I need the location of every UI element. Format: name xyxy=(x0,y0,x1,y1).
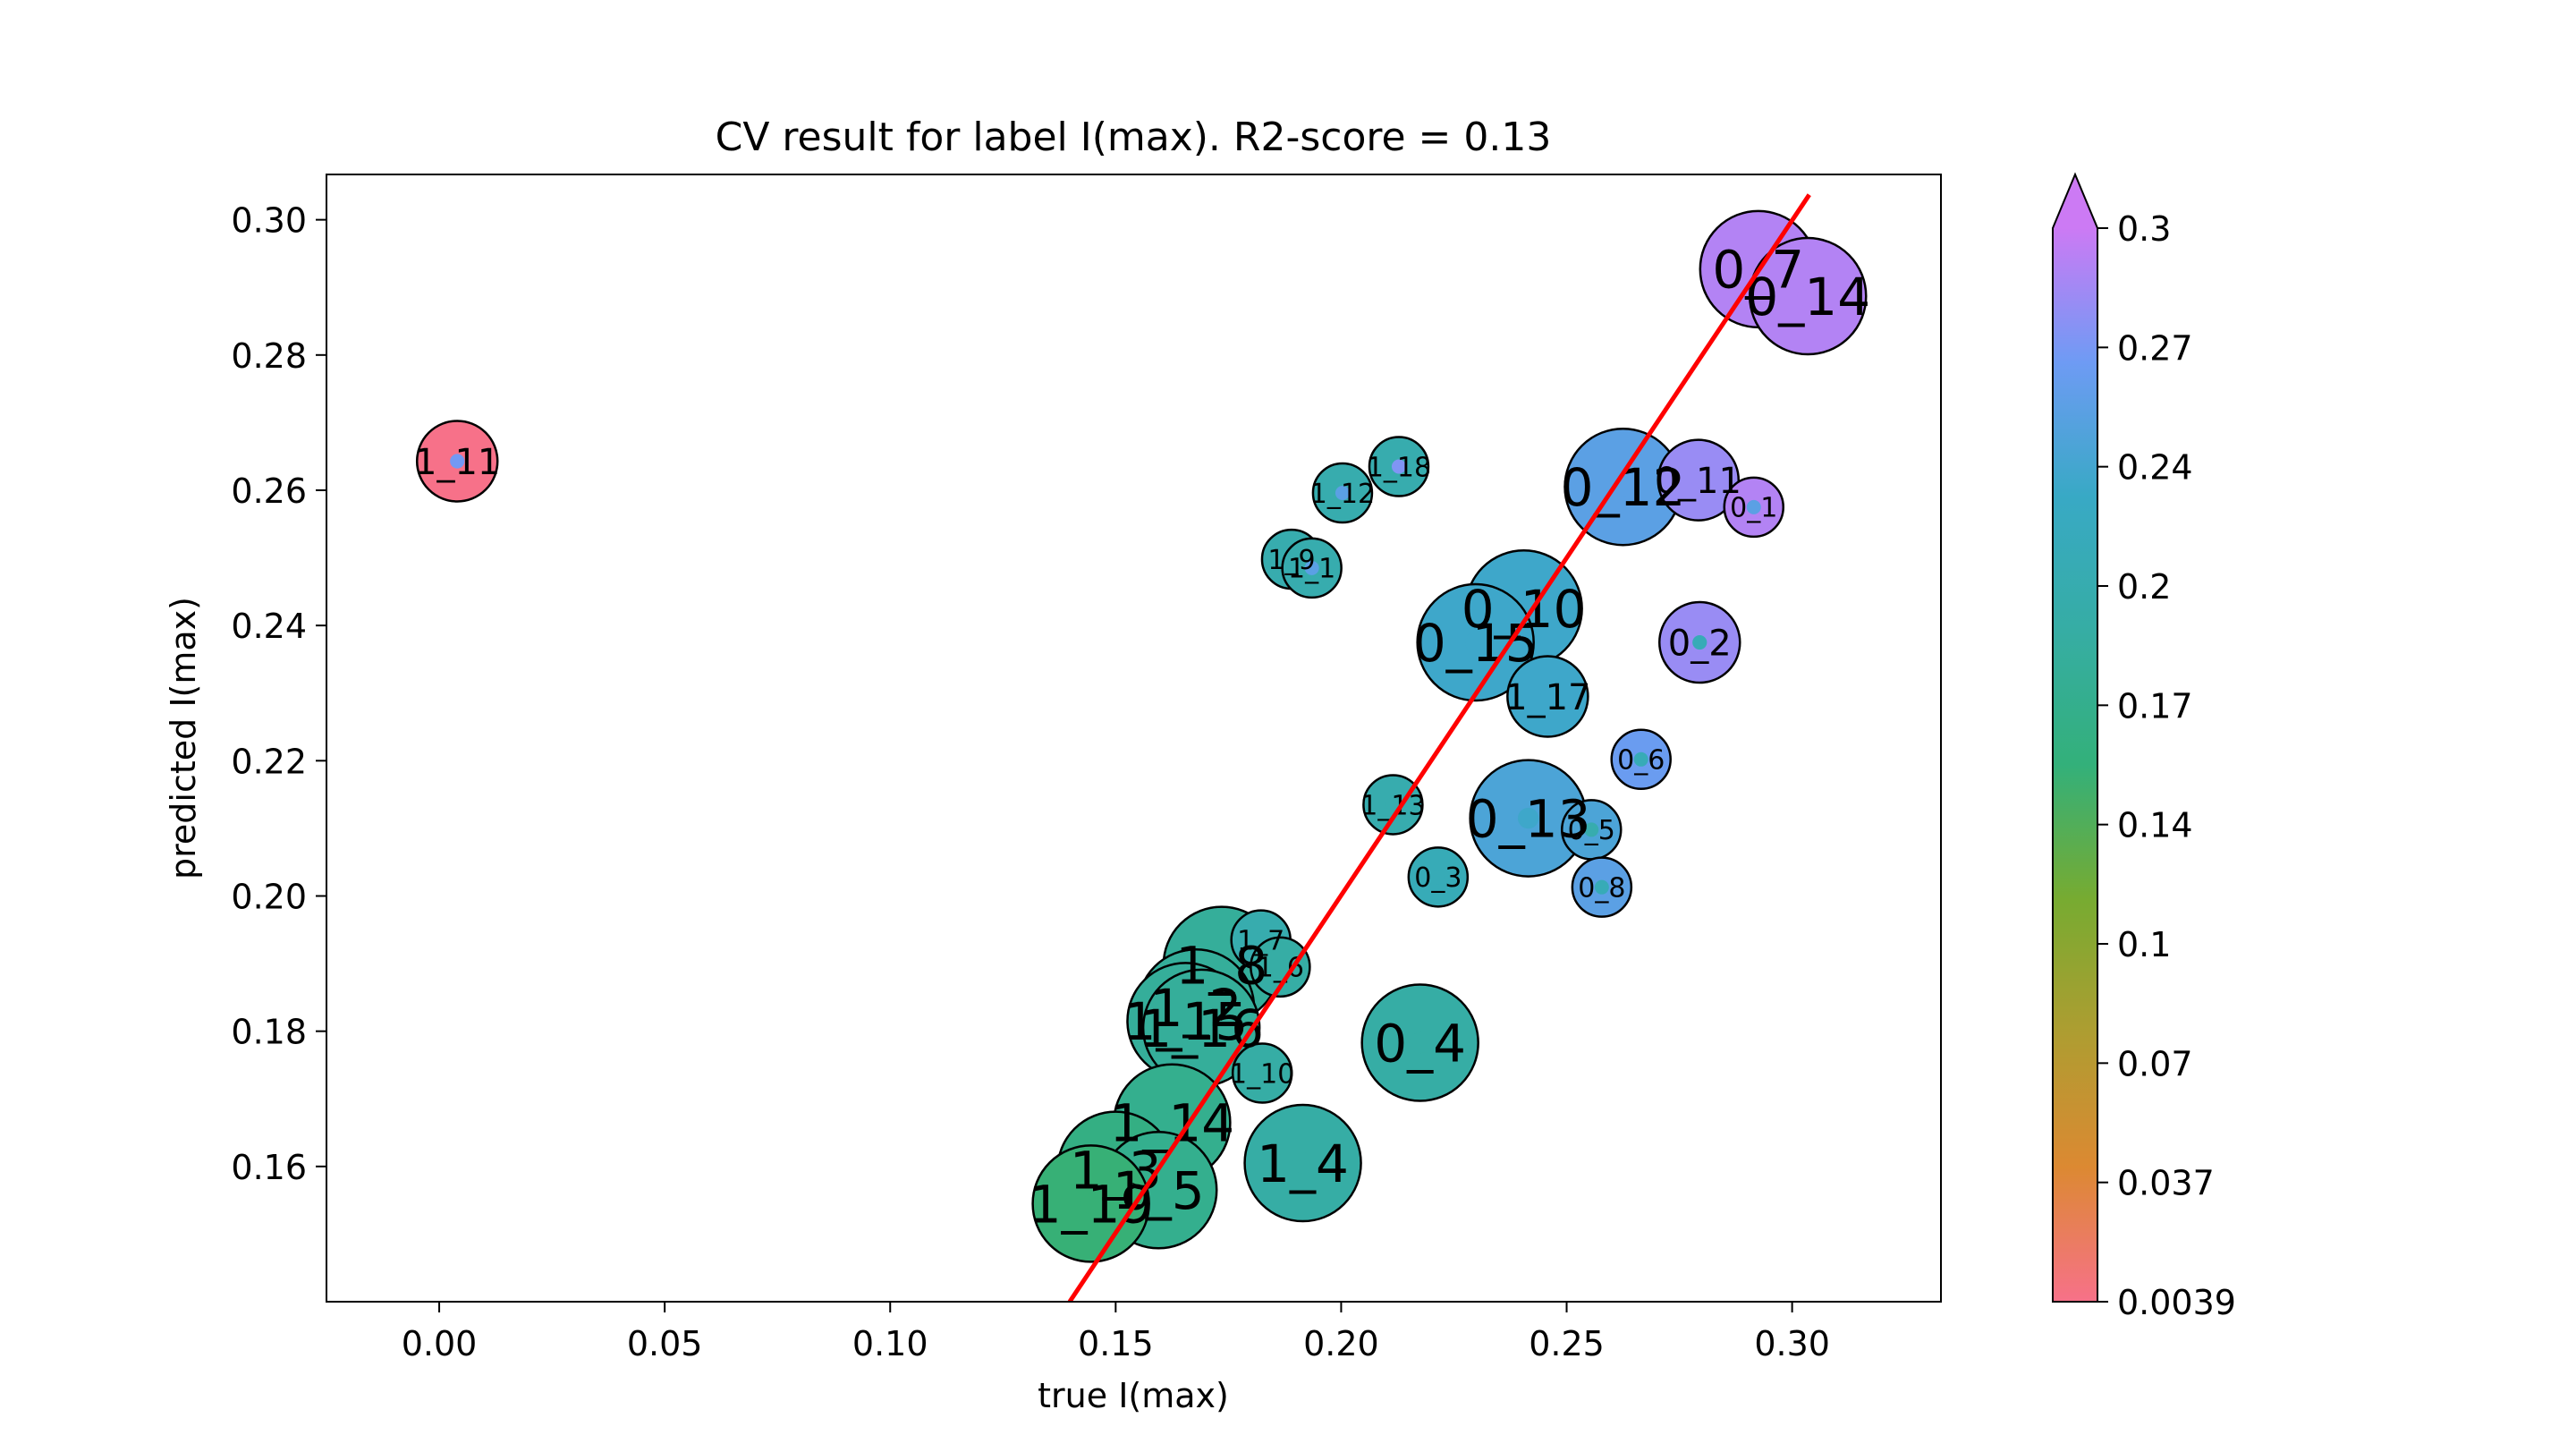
data-point-inner xyxy=(1633,751,1648,767)
data-point-inner xyxy=(1161,1112,1183,1134)
data-point-inner xyxy=(1292,1152,1314,1174)
data-point-label: 1_16 xyxy=(1139,998,1264,1059)
data-point-label: 0_3 xyxy=(1414,862,1462,894)
data-point-label: 1_18 xyxy=(1367,452,1431,483)
colorbar-tick-label: 0.3 xyxy=(2117,209,2171,249)
data-point-inner xyxy=(1690,472,1706,488)
x-tick-label: 0.30 xyxy=(1754,1324,1830,1363)
y-tick-label: 0.30 xyxy=(231,201,307,241)
data-point-label: 0_8 xyxy=(1578,872,1625,904)
data-point-inner xyxy=(1080,1193,1102,1215)
x-tick-label: 0.10 xyxy=(852,1324,928,1363)
plot-frame xyxy=(326,174,1942,1303)
data-point-label: 1_14 xyxy=(1109,1093,1234,1154)
data-point-inner xyxy=(1430,870,1445,885)
data-point-inner xyxy=(1409,1032,1431,1054)
colorbar-tick-label: 0.037 xyxy=(2117,1164,2215,1203)
y-axis-label: predicted I(max) xyxy=(164,597,203,879)
data-point-label: 0_2 xyxy=(1668,623,1732,664)
data-point-inner xyxy=(1464,632,1487,653)
data-point-inner xyxy=(1385,797,1401,812)
colorbar-extend-arrow xyxy=(2053,174,2097,228)
colorbar-frame xyxy=(2052,172,2098,1303)
data-point-label: 0_14 xyxy=(1745,267,1870,327)
y-tick-label: 0.20 xyxy=(231,877,307,916)
x-tick-label: 0.25 xyxy=(1529,1324,1605,1363)
data-point-label: 0_12 xyxy=(1561,457,1686,518)
y-tick-label: 0.24 xyxy=(231,607,307,646)
data-point-inner xyxy=(1335,486,1350,501)
data-point-label: 0_5 xyxy=(1568,815,1615,846)
data-point-inner xyxy=(1391,459,1406,474)
data-point-inner xyxy=(1797,285,1818,307)
x-tick-label: 0.05 xyxy=(627,1324,703,1363)
data-point-label: 1_12 xyxy=(1310,479,1375,510)
chart-title: CV result for label I(max). R2-score = 0… xyxy=(716,115,1552,160)
y-tick-label: 0.22 xyxy=(231,742,307,781)
data-point-inner xyxy=(1191,1017,1212,1039)
data-point-inner xyxy=(1692,634,1707,650)
colorbar-tick-label: 0.2 xyxy=(2117,567,2171,607)
data-point-inner xyxy=(1540,689,1555,704)
colorbar-tick-label: 0.17 xyxy=(2117,686,2193,726)
x-tick-label: 0.15 xyxy=(1078,1324,1154,1363)
colorbar-tick-label: 0.24 xyxy=(2117,448,2193,488)
data-point-label: 0_1 xyxy=(1730,493,1777,524)
data-point-inner xyxy=(1594,879,1609,895)
data-point-inner xyxy=(1273,959,1288,974)
data-point-label: 1_17 xyxy=(1504,677,1590,718)
data-point-label: 0_4 xyxy=(1374,1013,1466,1074)
data-point-inner xyxy=(1255,1066,1270,1081)
data-point-inner xyxy=(1148,1179,1169,1201)
colorbar-gradient xyxy=(2053,228,2097,1302)
data-point-label: 1_9 xyxy=(1267,545,1315,576)
plot-area: 1_110_70_141_121_180_120_110_11_91_10_10… xyxy=(414,193,1870,1302)
colorbar-tick-label: 0.07 xyxy=(2117,1044,2193,1083)
colorbar-tick-label: 0.0039 xyxy=(2117,1283,2236,1322)
data-point-inner xyxy=(1584,822,1599,837)
data-point-label: 0_15 xyxy=(1413,613,1538,674)
x-tick-label: 0.20 xyxy=(1303,1324,1379,1363)
x-tick-label: 0.00 xyxy=(402,1324,478,1363)
y-tick-label: 0.18 xyxy=(231,1013,307,1052)
data-point-label: 0_13 xyxy=(1466,788,1591,849)
data-point-label: 1_11 xyxy=(414,442,500,483)
x-axis-label: true I(max) xyxy=(1038,1376,1229,1415)
data-point-label: 1_2 xyxy=(1150,978,1242,1039)
fit-line xyxy=(1067,193,1811,1302)
data-point-label: 1_8 xyxy=(1175,935,1267,996)
data-point-inner xyxy=(1517,807,1539,829)
data-point-label: 1_10 xyxy=(1230,1058,1294,1090)
data-point-label: 0_6 xyxy=(1617,745,1665,777)
data-point-label: 1_6 xyxy=(1257,953,1304,984)
data-point-label: 1_15 xyxy=(1123,991,1249,1052)
y-tick-label: 0.26 xyxy=(231,471,307,511)
data-point-label: 1_1 xyxy=(1288,554,1335,585)
colorbar-tick-label: 0.1 xyxy=(2117,925,2171,964)
colorbar-tick-label: 0.27 xyxy=(2117,328,2193,368)
y-tick-label: 0.16 xyxy=(231,1148,307,1187)
colorbar-tick-label: 0.14 xyxy=(2117,806,2193,845)
data-point-label: 0_11 xyxy=(1656,461,1741,502)
data-point-label: 1_4 xyxy=(1257,1134,1349,1194)
data-point-inner xyxy=(1746,499,1761,514)
y-tick-label: 0.28 xyxy=(231,336,307,376)
data-point-label: 1_7 xyxy=(1237,925,1284,956)
data-point-label: 0_10 xyxy=(1462,579,1587,640)
data-point-inner xyxy=(1304,560,1319,575)
data-point-inner xyxy=(450,454,465,469)
colorbar: 0.0039 0.037 0.07 0.1 0.14 0.17 0.2 0.24 0.27 0.3 xyxy=(2052,172,2236,1322)
axes: 0.00 0.05 0.10 0.15 0.20 0.25 0.30 0.16 0.18 0.20… xyxy=(231,201,1830,1363)
